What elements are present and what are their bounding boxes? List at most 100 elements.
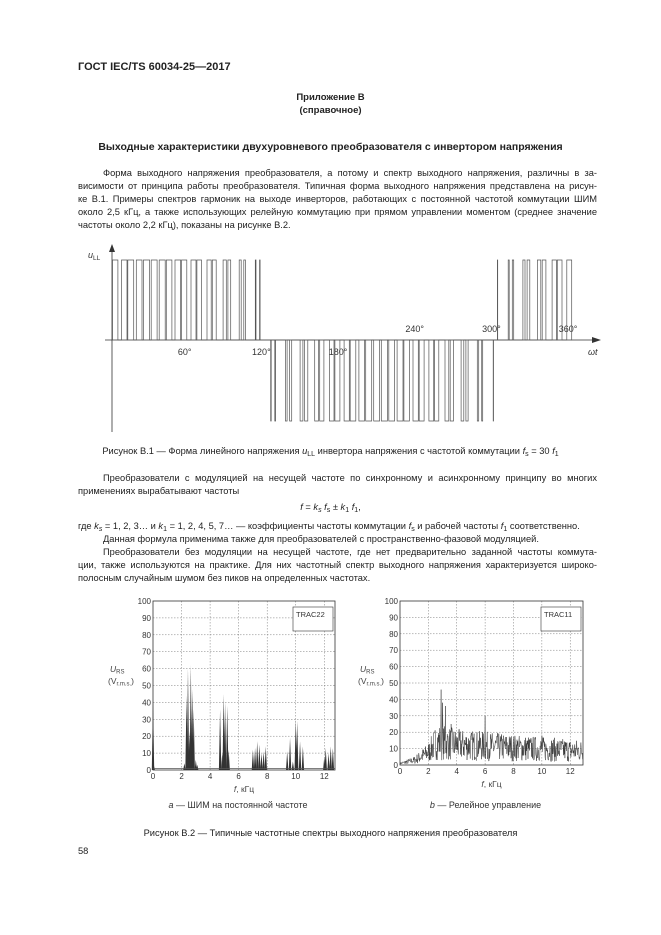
tick-label: 300° — [482, 324, 501, 334]
legend-box — [540, 606, 582, 632]
spectrum-peak — [301, 746, 305, 770]
x-tick-label: 4 — [455, 767, 460, 776]
spectrum-peak — [186, 668, 190, 770]
y-tick-label: 70 — [142, 648, 151, 657]
x-axis-label: f, кГц — [481, 779, 501, 789]
tick-label: 360° — [559, 324, 578, 334]
y-tick-label: 40 — [142, 698, 151, 707]
y-tick-label: 30 — [389, 712, 398, 721]
y-tick-label: 80 — [389, 630, 398, 639]
figure-b2a-spectrum: 0 10 20 30 40 50 60 70 80 90 100 0 2 4 6 8 10 12 TRAC22 URS… — [108, 597, 336, 810]
x-tick-label: 2 — [426, 767, 431, 776]
page-number: 58 — [78, 846, 89, 856]
legend-box — [292, 606, 334, 632]
text-line: около 2,5 кГц, а также использующих реле… — [78, 207, 597, 217]
spectrum-peak — [264, 746, 267, 770]
x-axis-arrow-icon — [592, 337, 601, 343]
spectrum-peak — [291, 761, 295, 770]
paragraph-2: Преобразователи с модуляцией на несущей … — [78, 472, 597, 498]
spectrum-peak — [192, 709, 195, 770]
spectrum-peak — [194, 759, 198, 770]
text-line: Данная формула применима также для преоб… — [103, 534, 539, 544]
annex-status: (справочное) — [299, 105, 362, 116]
text-line: ке В.1. Примеры спектров гармоник на вых… — [78, 194, 597, 204]
spectrum-peak — [223, 702, 227, 770]
plot-frame — [152, 600, 336, 771]
y-tick-label: 100 — [138, 597, 152, 606]
y-tick-label: 20 — [389, 728, 398, 737]
formula: f = ks fs ± k1 f1, — [300, 502, 361, 514]
x-axis-label: ωt — [588, 347, 598, 357]
spectrum-peak — [329, 746, 332, 770]
annex-title: Приложение В — [296, 92, 365, 103]
y-axis-arrow-icon — [109, 244, 115, 252]
document-header: ГОСТ IEC/TS 60034-25—2017 — [78, 61, 231, 73]
y-tick-label: 80 — [142, 631, 151, 640]
text-line: ции, также используются на практике. Для… — [78, 560, 597, 570]
x-tick-label: 0 — [398, 767, 403, 776]
tick-label: 240° — [405, 324, 424, 334]
text-line: частоты около 2,2 кГц), показаны на рису… — [78, 220, 291, 230]
spectrum-peak — [227, 749, 230, 770]
tick-label: 120° — [252, 347, 271, 357]
y-tick-label: 50 — [389, 679, 398, 688]
x-tick-label: 6 — [483, 767, 488, 776]
spectrum-peak — [226, 705, 229, 770]
line-voltage-waveform — [112, 259, 573, 422]
text-line: полосным случайным шумом без пиков на оп… — [78, 573, 371, 583]
y-tick-label: 20 — [142, 732, 151, 741]
figure-b2b-spectrum: 0 10 20 30 40 50 60 70 80 90 100 0 2 4 6 8 10 12 TRAC11 URS… — [358, 597, 584, 810]
spectrum-peak — [285, 751, 289, 770]
y-tick-label: 50 — [142, 682, 151, 691]
y-tick-label: 60 — [389, 663, 398, 672]
spectrum-peak — [295, 720, 299, 770]
figure-b2-caption: Рисунок В.2 — Типичные частотные спектры… — [143, 828, 518, 838]
text-line: Форма выходного напряжения преобразовате… — [103, 168, 597, 178]
text-line: применениях вырабатывают частоты — [78, 486, 240, 496]
subcaption: b — Релейное управление — [430, 800, 541, 810]
x-tick-label: 0 — [151, 772, 156, 781]
x-tick-label: 12 — [566, 767, 575, 776]
text-line: Преобразователи с модуляцией на несущей … — [103, 473, 597, 483]
plot-frame — [399, 600, 584, 766]
tick-label: 180° — [329, 347, 348, 357]
legend-label: TRAC22 — [296, 610, 325, 619]
spectrum-peak — [251, 749, 255, 770]
y-tick-label: 100 — [385, 597, 399, 606]
x-tick-label: 6 — [236, 772, 241, 781]
text-line: висимости от принципа работы преобразова… — [78, 181, 597, 191]
y-tick-label: 60 — [142, 665, 151, 674]
figure-b1-caption: Рисунок В.1 — Форма линейного напряжения… — [102, 446, 559, 458]
subcaption: a — ШИМ на постоянной частоте — [168, 800, 307, 810]
paragraph-1: Форма выходного напряжения преобразовате… — [78, 167, 597, 232]
y-tick-label: 30 — [142, 715, 151, 724]
x-tick-label: 10 — [537, 767, 546, 776]
legend-label: TRAC11 — [544, 610, 572, 619]
x-tick-label: 12 — [320, 772, 329, 781]
y-tick-label: 0 — [394, 761, 399, 770]
paragraph-3: Данная формула применима также для преоб… — [78, 533, 597, 546]
x-tick-label: 8 — [511, 767, 516, 776]
y-tick-label: 0 — [147, 766, 152, 775]
spectrum-peak — [256, 741, 259, 770]
y-tick-label: 10 — [389, 745, 398, 754]
y-axis-label: URS (Vr.m.s.) — [358, 664, 384, 688]
y-tick-label: 90 — [389, 613, 398, 622]
x-tick-label: 10 — [291, 772, 300, 781]
spectrum-peak — [331, 748, 335, 770]
spectrum-peak — [288, 737, 292, 770]
x-tick-label: 8 — [265, 772, 270, 781]
spectrum-line — [399, 689, 583, 765]
paragraph-4: Преобразователи без модуляции на несущей… — [78, 546, 597, 585]
spectrum-peak — [324, 748, 327, 770]
spectrum-peak — [298, 741, 302, 770]
spectrum-peak — [189, 665, 193, 770]
y-axis-label: uLL — [88, 250, 101, 262]
where-text: где ks = 1, 2, 3… и k1 = 1, 2, 4, 5, 7… … — [78, 521, 580, 533]
x-axis-label: f, кГц — [234, 784, 254, 794]
figure-b1-waveform: uLL ωt 60° 120° 180° 240° 300° 360° — [88, 244, 601, 432]
spectrum-peak — [262, 751, 265, 770]
spectrum-peak — [191, 688, 194, 770]
spectrum-peak — [258, 744, 261, 770]
y-tick-label: 40 — [389, 695, 398, 704]
